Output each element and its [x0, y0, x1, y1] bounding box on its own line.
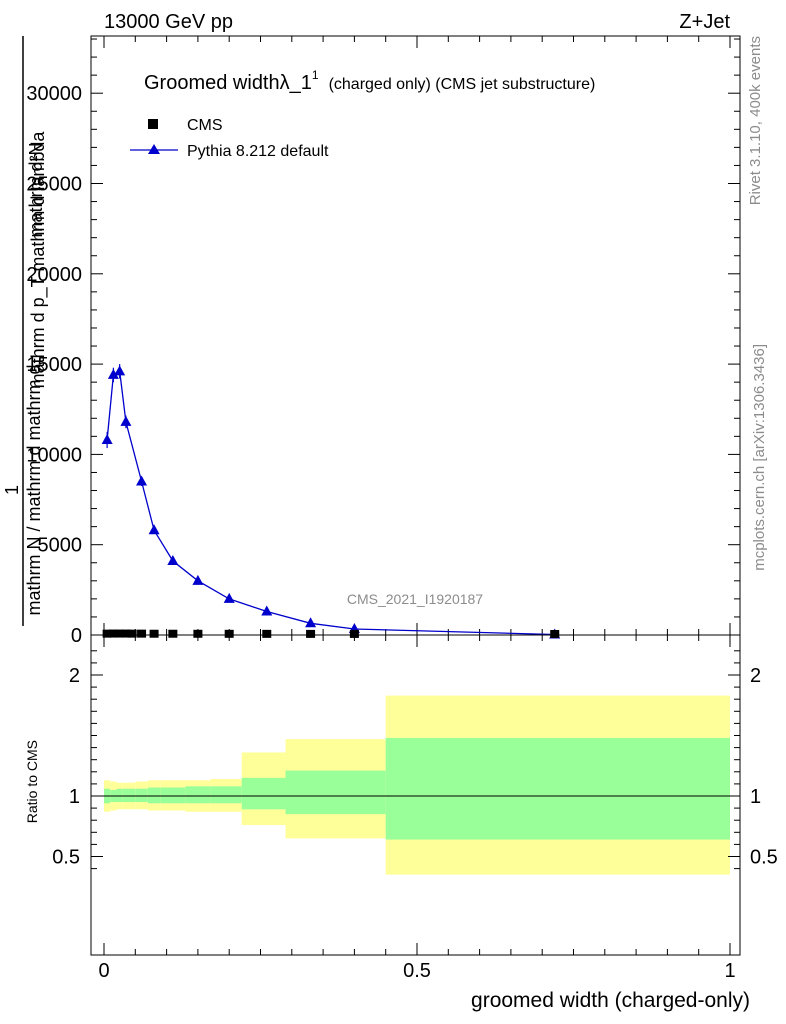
- pythia-point: [192, 574, 204, 585]
- pythia-point: [148, 524, 160, 535]
- ratio-inner-band: [210, 786, 242, 804]
- chart-title-main: Groomed width: [144, 72, 280, 94]
- cms-point: [108, 629, 118, 638]
- cms-point: [127, 629, 137, 638]
- pythia-point: [120, 415, 132, 426]
- ratio-inner-band: [116, 788, 123, 803]
- main-ytick-label: 5000: [38, 535, 83, 557]
- ylabel-prefix: 1: [2, 485, 22, 495]
- pythia-point: [223, 592, 235, 603]
- ratio-ytick-label: 0.5: [52, 847, 80, 869]
- ratio-xtick-label: 0: [98, 960, 109, 982]
- main-ytick-label: 25000: [26, 174, 82, 196]
- ratio-inner-band: [385, 737, 730, 840]
- ratio-xtick-label: 1: [724, 960, 735, 982]
- chart-title-suffix: (charged only) (CMS jet substructure): [329, 76, 596, 93]
- energy-label: 13000 GeV pp: [104, 11, 233, 33]
- ylabel-numerator: mathrm d²N: [26, 142, 46, 237]
- ratio-inner-band: [135, 788, 148, 803]
- chart-title-symbol: λ_1: [280, 72, 312, 94]
- ratio-ytick-label-right: 1: [750, 786, 761, 808]
- main-panel: 0 5000 10000 15000 20000 25000 30000 Groomed w…: [2, 35, 741, 647]
- pythia-line: [106, 370, 555, 636]
- cms-point: [137, 629, 147, 638]
- cms-point: [262, 629, 272, 638]
- main-ytick-label: 20000: [26, 264, 82, 286]
- ylabel-prefix-denominator: mathrm N / mathrm d mathrm d: [24, 364, 44, 615]
- ratio-panel-frame: [90, 634, 741, 956]
- pythia-point: [101, 433, 113, 444]
- pythia-series: [101, 364, 561, 639]
- cms-point: [306, 629, 316, 638]
- ratio-inner-band: [241, 777, 286, 810]
- chart-title-superscript: 1: [312, 68, 319, 82]
- ratio-panel-ticks: [91, 635, 740, 955]
- xlabel: groomed width (charged-only): [471, 989, 750, 1012]
- ratio-inner-band: [285, 770, 386, 815]
- cms-point: [102, 629, 112, 638]
- cms-point: [115, 629, 125, 638]
- ratio-ytick-label-right: 2: [750, 665, 761, 687]
- cms-point: [121, 629, 131, 638]
- pythia-point: [107, 368, 119, 379]
- mcplots-label: mcplots.cern.ch [arXiv:1306.3436]: [751, 344, 768, 571]
- legend-cms-label: CMS: [187, 117, 223, 134]
- legend-pythia-label: Pythia 8.212 default: [187, 143, 329, 160]
- ratio-ytick-label-right: 0.5: [750, 847, 778, 869]
- main-ylabel: mathrm d²N mathrm d p_T mathrm d lambda …: [2, 36, 49, 626]
- main-ytick-label: 30000: [26, 83, 82, 105]
- pythia-point: [167, 554, 179, 565]
- ratio-xtick-label: 0.5: [403, 960, 431, 982]
- ratio-ylabel: Ratio to CMS: [24, 740, 40, 823]
- cms-series: [102, 629, 560, 638]
- cms-point: [193, 629, 203, 638]
- cms-point: [224, 629, 234, 638]
- process-label: Z+Jet: [679, 11, 730, 33]
- ratio-inner-band: [122, 788, 136, 803]
- ratio-ytick-labels: 0.5 0.5 1 1 2 2: [52, 665, 778, 869]
- main-ytick-label: 10000: [26, 444, 82, 466]
- ratio-bands: [104, 695, 730, 875]
- rivet-label: Rivet 3.1.10, 400k events: [747, 36, 764, 205]
- cms-point: [149, 629, 159, 638]
- ratio-panel: 0.5 0.51 12 2 0 0.5 1 Ratio to CMS groomed wi…: [24, 634, 778, 1012]
- ratio-inner-band: [185, 786, 211, 804]
- ratio-inner-band: [147, 787, 161, 804]
- ratio-ytick-label: 2: [69, 665, 80, 687]
- ratio-xtick-labels: 0 0.5 1: [98, 960, 735, 982]
- main-ytick-label: 0: [71, 625, 82, 647]
- legend-cms-marker: [148, 119, 158, 129]
- ylabel-denominator: mathrm d p_T mathrm d lambda: [28, 131, 49, 389]
- analysis-watermark: CMS_2021_I1920187: [347, 591, 483, 607]
- cms-point: [349, 629, 359, 638]
- chart-title: Groomed widthλ_11 (charged only) (CMS jet…: [144, 68, 595, 94]
- ratio-inner-band: [160, 787, 186, 804]
- main-panel-ytick-labels: 0 5000 10000 15000 20000 25000 30000: [26, 83, 82, 647]
- cms-point: [550, 629, 560, 638]
- ratio-ytick-label: 1: [69, 786, 80, 808]
- pythia-point: [261, 605, 273, 616]
- pythia-point: [114, 365, 126, 376]
- main-panel-ticks: [91, 36, 740, 636]
- legend-pythia-marker: [148, 144, 160, 154]
- cms-point: [168, 629, 178, 638]
- pythia-point: [305, 617, 317, 628]
- main-ytick-label: 15000: [26, 354, 82, 376]
- pythia-point: [136, 475, 148, 486]
- legend: CMS Pythia 8.212 default: [130, 117, 329, 160]
